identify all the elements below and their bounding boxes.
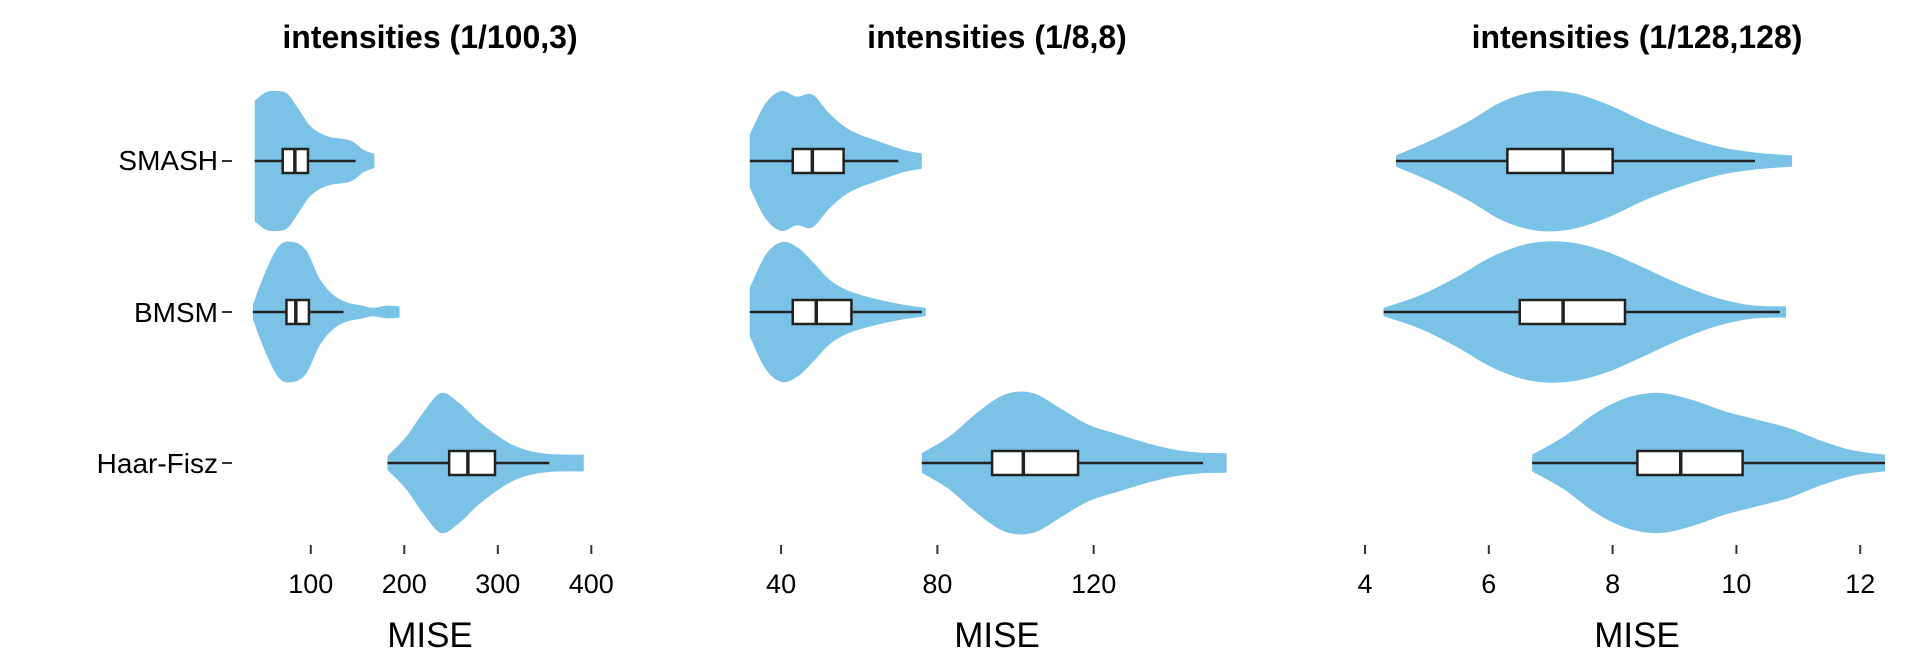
category-label-smash: SMASH — [118, 145, 218, 176]
box-smash — [791, 147, 845, 175]
category-label-haar-fisz: Haar-Fisz — [97, 448, 218, 479]
panel-2-x-axis: 40 80 120 — [766, 545, 1116, 599]
x-tick-label: 120 — [1071, 569, 1116, 599]
x-tick-label: 400 — [569, 569, 614, 599]
x-tick-label: 200 — [382, 569, 427, 599]
panel-3: intensities (1/128,128) 4 6 8 10 12 MISE — [1357, 19, 1885, 655]
panel-1-violins — [252, 90, 584, 534]
panel-3-x-axis: 4 6 8 10 12 — [1357, 545, 1875, 599]
panel-2-title: intensities (1/8,8) — [867, 19, 1127, 55]
category-label-bmsm: BMSM — [134, 297, 218, 328]
x-tick-label: 6 — [1481, 569, 1496, 599]
box-smash — [1506, 147, 1614, 175]
x-tick-label: 100 — [288, 569, 333, 599]
panel-2: intensities (1/8,8) 40 80 120 MISE — [749, 19, 1227, 655]
panel-2-x-axis-title: MISE — [954, 616, 1040, 655]
box-haar-fisz — [990, 449, 1080, 477]
panel-1: intensities (1/100,3) 100 200 300 400 MISE — [252, 19, 614, 655]
panel-2-violins — [749, 90, 1227, 535]
category-axis: SMASH BMSM Haar-Fisz — [97, 145, 232, 479]
panel-3-violins — [1383, 90, 1885, 534]
panel-1-x-axis-title: MISE — [387, 616, 473, 655]
panel-1-x-axis: 100 200 300 400 — [288, 545, 614, 599]
panel-3-title: intensities (1/128,128) — [1472, 19, 1803, 55]
box-bmsm — [1518, 298, 1627, 326]
box-bmsm — [285, 298, 311, 326]
x-tick-label: 300 — [475, 569, 520, 599]
panel-1-title: intensities (1/100,3) — [282, 19, 577, 55]
x-tick-label: 4 — [1357, 569, 1372, 599]
x-tick-label: 40 — [766, 569, 796, 599]
x-tick-label: 80 — [922, 569, 952, 599]
box-bmsm — [791, 298, 853, 326]
x-tick-label: 8 — [1605, 569, 1620, 599]
box-haar-fisz — [1636, 449, 1744, 477]
x-tick-label: 12 — [1845, 569, 1875, 599]
x-tick-label: 10 — [1721, 569, 1751, 599]
panel-3-x-axis-title: MISE — [1594, 616, 1680, 655]
box-haar-fisz — [447, 449, 497, 477]
